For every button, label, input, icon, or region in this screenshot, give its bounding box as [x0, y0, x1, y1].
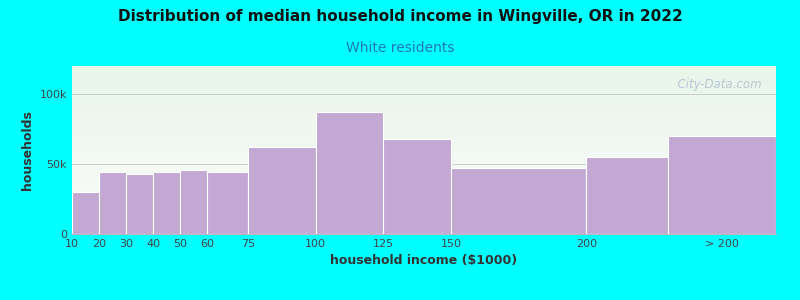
Text: City-Data.com: City-Data.com: [670, 78, 762, 91]
Y-axis label: households: households: [21, 110, 34, 190]
Bar: [126, 174, 154, 234]
Bar: [668, 136, 776, 234]
Bar: [316, 112, 383, 234]
Bar: [383, 139, 451, 234]
Text: White residents: White residents: [346, 40, 454, 55]
Bar: [99, 172, 126, 234]
Bar: [154, 172, 180, 234]
Text: Distribution of median household income in Wingville, OR in 2022: Distribution of median household income …: [118, 9, 682, 24]
Bar: [248, 147, 316, 234]
Bar: [451, 168, 586, 234]
Bar: [586, 157, 668, 234]
Bar: [207, 172, 248, 234]
X-axis label: household income ($1000): household income ($1000): [330, 254, 518, 267]
Bar: [72, 192, 99, 234]
Bar: [180, 169, 207, 234]
